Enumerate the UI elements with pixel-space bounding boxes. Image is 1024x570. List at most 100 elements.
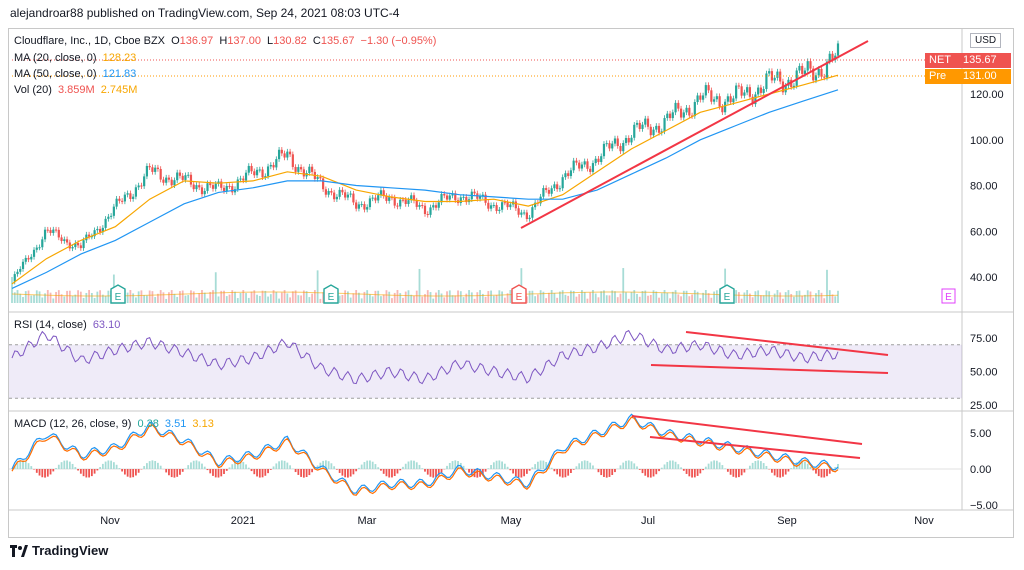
candle-body xyxy=(399,199,402,207)
volume-bar xyxy=(740,298,743,303)
macd-hist-bar xyxy=(688,469,691,477)
macd-hist-bar xyxy=(338,469,341,473)
volume-bar xyxy=(597,297,600,303)
volume-bar xyxy=(363,291,366,303)
macd-hist-bar xyxy=(583,460,586,469)
volume-bar xyxy=(559,291,561,303)
price-tick-label: 40.00 xyxy=(970,272,998,284)
volume-bar xyxy=(184,295,187,303)
volume-bar xyxy=(693,290,696,303)
candle-body xyxy=(743,92,746,96)
earnings-marker-shape xyxy=(511,284,527,304)
volume-bar xyxy=(203,292,206,303)
macd-hist-bar xyxy=(46,469,49,477)
candle-body xyxy=(773,77,776,81)
volume-bar xyxy=(776,290,779,303)
macd-hist-bar xyxy=(691,469,693,478)
volume-bar xyxy=(809,291,812,303)
rsi-legend[interactable]: RSI (14, close) 63.10 xyxy=(14,318,123,333)
macd-legend[interactable]: MACD (12, 26, close, 9) 0.38 3.51 3.13 xyxy=(14,417,217,432)
volume-bar xyxy=(611,290,614,303)
tradingview-footer[interactable]: TradingView xyxy=(10,543,108,558)
candle-body xyxy=(578,162,581,169)
volume-bar xyxy=(768,291,771,303)
volume-bar xyxy=(319,298,322,303)
candle-body xyxy=(280,149,283,154)
volume-bar xyxy=(757,290,760,303)
volume-bar xyxy=(38,291,41,303)
volume-bar xyxy=(710,297,713,303)
volume-legend[interactable]: Vol (20) 3.859M 2.745M xyxy=(14,83,140,98)
macd-hist-bar xyxy=(715,460,718,469)
volume-ma-value: 2.745M xyxy=(100,84,138,96)
volume-bar xyxy=(140,290,143,303)
candle-body xyxy=(801,65,804,74)
macd-hist-bar xyxy=(415,462,418,469)
candle-body xyxy=(594,158,597,164)
volume-bar xyxy=(798,290,801,303)
candle-body xyxy=(699,95,702,100)
currency-button[interactable]: USD xyxy=(970,33,1002,48)
candle-body xyxy=(338,189,341,197)
volume-bar xyxy=(545,298,548,303)
candle-body xyxy=(145,165,149,177)
macd-hist-bar xyxy=(96,469,99,471)
candle-body xyxy=(685,107,688,113)
candle-body xyxy=(283,153,286,158)
volume-bar xyxy=(501,291,503,303)
candle-body xyxy=(159,168,162,180)
candle-body xyxy=(823,76,826,78)
volume-bar xyxy=(239,292,242,303)
volume-bar xyxy=(294,290,297,303)
macd-hist-bar xyxy=(451,461,454,469)
candle-body xyxy=(630,137,633,143)
macd-hist-bar xyxy=(655,469,658,475)
macd-hist-bar xyxy=(660,467,663,469)
volume-bar xyxy=(487,291,490,303)
candle-body xyxy=(608,143,611,149)
volume-bar xyxy=(435,292,437,303)
macd-hist-bar xyxy=(391,469,393,478)
volume-bar xyxy=(71,296,74,303)
candle-body xyxy=(396,205,399,207)
macd-hist-bar xyxy=(399,469,402,471)
macd-hist-bar xyxy=(514,469,517,476)
candle-body xyxy=(266,166,270,177)
volume-bar xyxy=(715,290,718,303)
macd-label: MACD (12, 26, close, 9) xyxy=(14,418,132,430)
macd-hist-bar xyxy=(448,462,451,469)
candle-body xyxy=(300,167,303,170)
candle-body xyxy=(795,70,798,86)
macd-hist-bar xyxy=(561,469,564,478)
candle-body xyxy=(759,87,763,93)
volume-bar xyxy=(225,296,228,303)
volume-bar xyxy=(432,298,435,303)
volume-bar xyxy=(360,298,363,303)
candle-body xyxy=(531,207,534,218)
volume-bar xyxy=(671,291,674,303)
candle-body xyxy=(255,169,259,176)
macd-hist-bar xyxy=(509,469,512,471)
macd-hist-bar xyxy=(396,469,399,474)
volume-bar xyxy=(614,291,616,303)
macd-hist-bar xyxy=(253,469,256,475)
candle-body xyxy=(24,257,27,262)
volume-bar xyxy=(170,290,173,303)
earnings-marker-label: E xyxy=(115,292,122,303)
volume-bar xyxy=(404,291,407,303)
volume-bar xyxy=(451,295,454,303)
candle-body xyxy=(635,122,639,125)
macd-hist-bar xyxy=(652,469,655,477)
macd-hist-bar xyxy=(228,467,231,469)
symbol-title[interactable]: Cloudflare, Inc., 1D, Cboe BZX xyxy=(14,35,166,47)
candle-body xyxy=(820,68,823,77)
candle-body xyxy=(564,173,567,178)
macd-hist-bar xyxy=(801,460,804,469)
candle-body xyxy=(184,175,187,180)
candle-body xyxy=(85,234,88,241)
ma20-legend[interactable]: MA (20, close, 0) 128.23 xyxy=(14,51,139,66)
macd-hist-bar xyxy=(355,469,358,472)
ma50-legend[interactable]: MA (50, close, 0) 121.83 xyxy=(14,67,139,82)
candle-body xyxy=(382,190,385,196)
candle-body xyxy=(104,218,107,228)
